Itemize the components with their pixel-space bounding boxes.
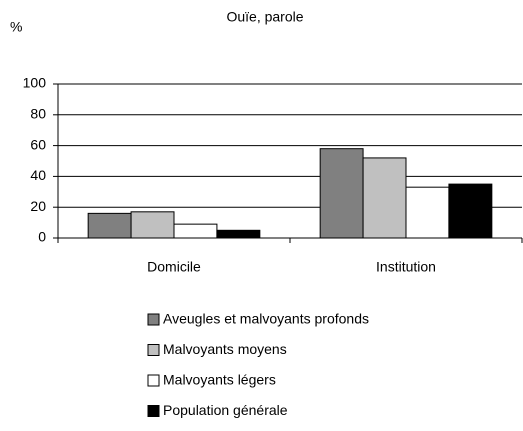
y-tick-label: 20 — [30, 198, 46, 214]
legend-swatch — [147, 344, 160, 356]
legend-label: Malvoyants moyens — [163, 341, 287, 357]
x-tick-label: Domicile — [147, 259, 201, 275]
legend-label: Aveugles et malvoyants profonds — [163, 311, 369, 327]
legend-label: Population générale — [163, 402, 288, 418]
bar — [362, 157, 407, 239]
y-tick-label: 40 — [30, 167, 46, 183]
x-tick-label: Institution — [376, 259, 436, 275]
bar — [173, 223, 218, 239]
bar — [448, 183, 493, 239]
bar — [130, 211, 175, 239]
chart-title: Ouïe, parole — [226, 9, 303, 25]
bar — [87, 212, 132, 239]
bar — [319, 148, 364, 239]
y-tick-label: 0 — [38, 229, 46, 245]
y-tick-label: 80 — [30, 106, 46, 122]
bar — [405, 186, 450, 239]
bar — [216, 229, 261, 239]
y-tick-label: 60 — [30, 136, 46, 152]
legend-swatch — [147, 374, 160, 387]
legend-swatch — [147, 313, 160, 326]
legend-swatch — [147, 405, 160, 417]
legend-label: Malvoyants légers — [163, 372, 276, 388]
y-tick-label: 100 — [23, 75, 47, 91]
y-axis-label: % — [10, 19, 22, 35]
